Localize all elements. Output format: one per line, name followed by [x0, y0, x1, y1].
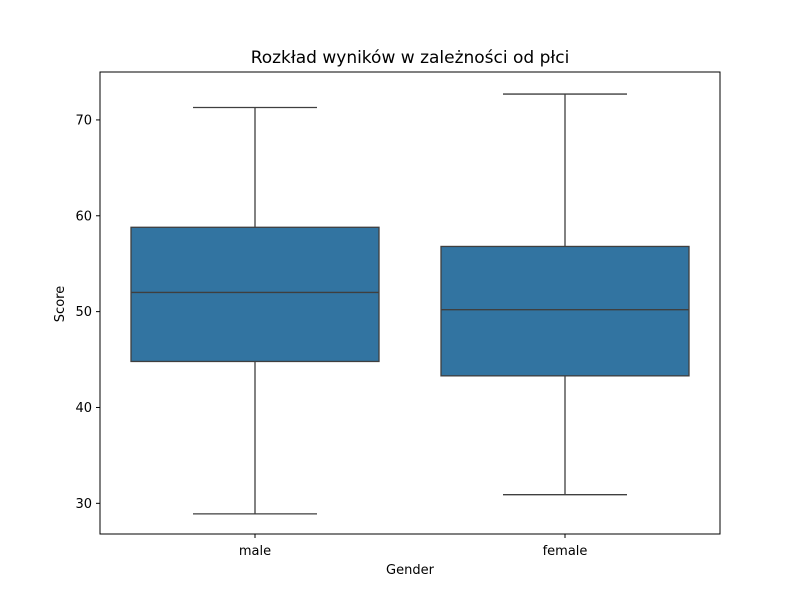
y-tick-label: 40 — [75, 401, 92, 416]
x-tick-label: male — [239, 544, 271, 559]
y-axis-label: Score — [53, 286, 68, 322]
x-axis-label: Gender — [386, 563, 435, 578]
x-tick-label: female — [543, 544, 588, 559]
y-tick-label: 50 — [75, 305, 92, 320]
chart-title: Rozkład wyników w zależności od płci — [251, 48, 570, 68]
box-male — [130, 226, 380, 363]
y-tick-label: 70 — [75, 113, 92, 128]
y-tick-label: 30 — [75, 497, 92, 512]
plot-frame — [99, 71, 721, 535]
y-tick-label: 60 — [75, 209, 92, 224]
box-female — [440, 245, 690, 377]
plot-area: 30 40 50 60 70 male female — [75, 93, 690, 559]
